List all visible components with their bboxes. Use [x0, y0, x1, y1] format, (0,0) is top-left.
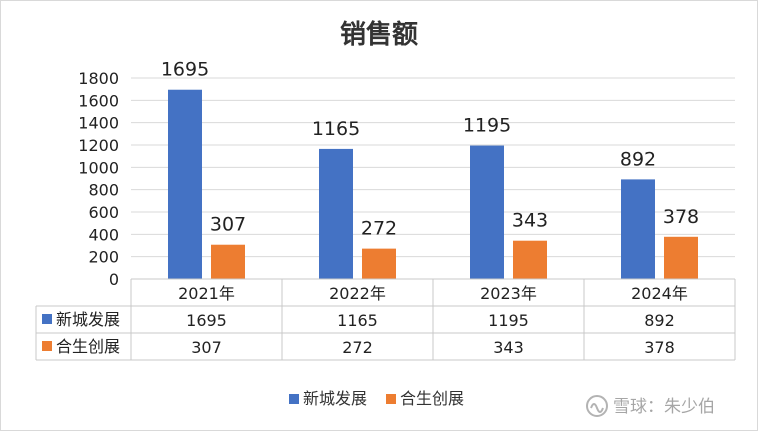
- y-tick-label: 1200: [78, 136, 119, 155]
- table-cell: 1165: [337, 311, 378, 330]
- bar-series2: [362, 248, 396, 279]
- watermark-logo-icon: [586, 395, 608, 417]
- bars: [168, 89, 698, 279]
- legend: 新城发展 合生创展: [289, 389, 464, 408]
- legend-label: 合生创展: [400, 389, 464, 408]
- bar-series1: [621, 179, 655, 279]
- category-label: 2022年: [329, 284, 386, 303]
- y-tick-label: 600: [88, 203, 119, 222]
- watermark-text: 雪球：朱少伯: [613, 397, 715, 417]
- legend-swatch: [289, 394, 299, 404]
- data-label: 378: [663, 206, 699, 228]
- bar-series2: [513, 240, 547, 279]
- table-cell: 892: [644, 311, 675, 330]
- data-label: 892: [620, 148, 656, 170]
- y-axis-ticks: 0 200 400 600 800 1000 1200 1400 1600 1800: [78, 69, 119, 289]
- y-tick-label: 1400: [78, 114, 119, 133]
- bar-series1: [319, 148, 353, 279]
- table-series-name: 合生创展: [56, 337, 120, 356]
- y-tick-label: 1000: [78, 158, 119, 177]
- y-tick-label: 0: [109, 270, 119, 289]
- legend-label: 新城发展: [303, 389, 367, 408]
- bar-series1: [470, 145, 504, 279]
- y-tick-label: 1600: [78, 91, 119, 110]
- table-cell: 307: [191, 338, 222, 357]
- table-cell: 343: [493, 338, 524, 357]
- bar-series1: [168, 89, 202, 279]
- legend-swatch: [386, 394, 396, 404]
- data-labels: 1695 1165 1195 892 307 272 343 378: [161, 59, 699, 240]
- y-tick-label: 800: [88, 181, 119, 200]
- y-tick-label: 1800: [78, 69, 119, 88]
- data-label: 272: [361, 218, 397, 240]
- table-series-name: 新城发展: [56, 310, 120, 329]
- data-label: 343: [512, 210, 548, 232]
- table-cell: 272: [342, 338, 373, 357]
- data-label: 1165: [312, 118, 360, 140]
- table-legend-key: [42, 314, 52, 324]
- data-label: 307: [210, 214, 246, 236]
- y-tick-label: 400: [88, 225, 119, 244]
- table-cell: 1195: [488, 311, 529, 330]
- table-cell: 1695: [186, 311, 227, 330]
- category-label: 2023年: [480, 284, 537, 303]
- table-legend-key: [42, 341, 52, 351]
- watermark-logo-wave: [590, 403, 604, 413]
- chart-title: 销售额: [340, 19, 418, 50]
- data-label: 1195: [463, 115, 511, 137]
- category-label: 2021年: [178, 284, 235, 303]
- data-label: 1695: [161, 59, 209, 81]
- table-cell: 378: [644, 338, 675, 357]
- watermark: 雪球：朱少伯: [586, 395, 715, 417]
- y-tick-label: 200: [88, 248, 119, 267]
- bar-series2: [664, 236, 698, 279]
- bar-series2: [211, 244, 245, 279]
- category-label: 2024年: [631, 284, 688, 303]
